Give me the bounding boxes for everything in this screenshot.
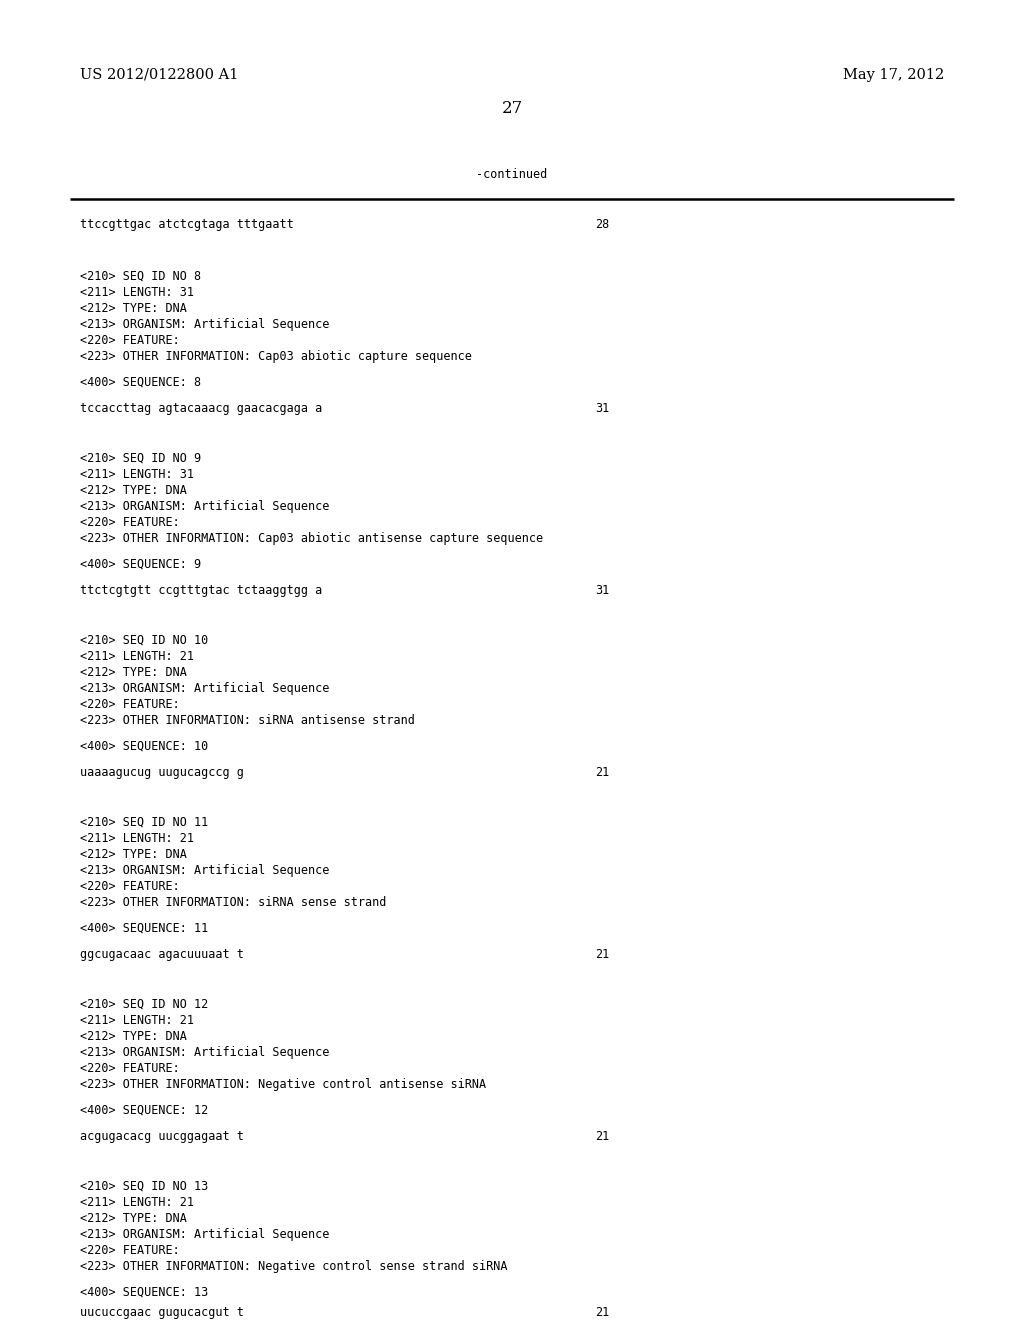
Text: <212> TYPE: DNA: <212> TYPE: DNA (80, 484, 186, 498)
Text: 31: 31 (595, 583, 609, 597)
Text: <220> FEATURE:: <220> FEATURE: (80, 334, 180, 347)
Text: <400> SEQUENCE: 8: <400> SEQUENCE: 8 (80, 376, 201, 389)
Text: uucuccgaac gugucacgut t: uucuccgaac gugucacgut t (80, 1305, 244, 1319)
Text: <210> SEQ ID NO 11: <210> SEQ ID NO 11 (80, 816, 208, 829)
Text: <212> TYPE: DNA: <212> TYPE: DNA (80, 1212, 186, 1225)
Text: <213> ORGANISM: Artificial Sequence: <213> ORGANISM: Artificial Sequence (80, 865, 330, 876)
Text: <210> SEQ ID NO 10: <210> SEQ ID NO 10 (80, 634, 208, 647)
Text: -continued: -continued (476, 168, 548, 181)
Text: <211> LENGTH: 21: <211> LENGTH: 21 (80, 649, 194, 663)
Text: <220> FEATURE:: <220> FEATURE: (80, 698, 180, 711)
Text: 21: 21 (595, 948, 609, 961)
Text: 21: 21 (595, 766, 609, 779)
Text: US 2012/0122800 A1: US 2012/0122800 A1 (80, 69, 239, 82)
Text: <223> OTHER INFORMATION: siRNA sense strand: <223> OTHER INFORMATION: siRNA sense str… (80, 896, 386, 909)
Text: <220> FEATURE:: <220> FEATURE: (80, 1063, 180, 1074)
Text: May 17, 2012: May 17, 2012 (843, 69, 944, 82)
Text: <213> ORGANISM: Artificial Sequence: <213> ORGANISM: Artificial Sequence (80, 1045, 330, 1059)
Text: <220> FEATURE:: <220> FEATURE: (80, 880, 180, 894)
Text: <213> ORGANISM: Artificial Sequence: <213> ORGANISM: Artificial Sequence (80, 500, 330, 513)
Text: <212> TYPE: DNA: <212> TYPE: DNA (80, 847, 186, 861)
Text: uaaaagucug uugucagccg g: uaaaagucug uugucagccg g (80, 766, 244, 779)
Text: <223> OTHER INFORMATION: siRNA antisense strand: <223> OTHER INFORMATION: siRNA antisense… (80, 714, 415, 727)
Text: <400> SEQUENCE: 10: <400> SEQUENCE: 10 (80, 741, 208, 752)
Text: <211> LENGTH: 31: <211> LENGTH: 31 (80, 469, 194, 480)
Text: <223> OTHER INFORMATION: Negative control sense strand siRNA: <223> OTHER INFORMATION: Negative contro… (80, 1261, 508, 1272)
Text: <223> OTHER INFORMATION: Negative control antisense siRNA: <223> OTHER INFORMATION: Negative contro… (80, 1078, 486, 1092)
Text: <211> LENGTH: 21: <211> LENGTH: 21 (80, 1196, 194, 1209)
Text: <211> LENGTH: 21: <211> LENGTH: 21 (80, 1014, 194, 1027)
Text: 27: 27 (502, 100, 522, 117)
Text: <400> SEQUENCE: 13: <400> SEQUENCE: 13 (80, 1286, 208, 1299)
Text: <220> FEATURE:: <220> FEATURE: (80, 516, 180, 529)
Text: <211> LENGTH: 21: <211> LENGTH: 21 (80, 832, 194, 845)
Text: <223> OTHER INFORMATION: Cap03 abiotic antisense capture sequence: <223> OTHER INFORMATION: Cap03 abiotic a… (80, 532, 543, 545)
Text: ttctcgtgtt ccgtttgtac tctaaggtgg a: ttctcgtgtt ccgtttgtac tctaaggtgg a (80, 583, 323, 597)
Text: tccaccttag agtacaaacg gaacacgaga a: tccaccttag agtacaaacg gaacacgaga a (80, 403, 323, 414)
Text: <220> FEATURE:: <220> FEATURE: (80, 1243, 180, 1257)
Text: <213> ORGANISM: Artificial Sequence: <213> ORGANISM: Artificial Sequence (80, 1228, 330, 1241)
Text: 21: 21 (595, 1130, 609, 1143)
Text: <400> SEQUENCE: 12: <400> SEQUENCE: 12 (80, 1104, 208, 1117)
Text: ttccgttgac atctcgtaga tttgaatt: ttccgttgac atctcgtaga tttgaatt (80, 218, 294, 231)
Text: 21: 21 (595, 1305, 609, 1319)
Text: <210> SEQ ID NO 8: <210> SEQ ID NO 8 (80, 271, 201, 282)
Text: <210> SEQ ID NO 9: <210> SEQ ID NO 9 (80, 451, 201, 465)
Text: <212> TYPE: DNA: <212> TYPE: DNA (80, 302, 186, 315)
Text: 28: 28 (595, 218, 609, 231)
Text: <212> TYPE: DNA: <212> TYPE: DNA (80, 667, 186, 678)
Text: <213> ORGANISM: Artificial Sequence: <213> ORGANISM: Artificial Sequence (80, 318, 330, 331)
Text: <400> SEQUENCE: 11: <400> SEQUENCE: 11 (80, 921, 208, 935)
Text: <212> TYPE: DNA: <212> TYPE: DNA (80, 1030, 186, 1043)
Text: <210> SEQ ID NO 13: <210> SEQ ID NO 13 (80, 1180, 208, 1193)
Text: 31: 31 (595, 403, 609, 414)
Text: acgugacacg uucggagaat t: acgugacacg uucggagaat t (80, 1130, 244, 1143)
Text: <210> SEQ ID NO 12: <210> SEQ ID NO 12 (80, 998, 208, 1011)
Text: <223> OTHER INFORMATION: Cap03 abiotic capture sequence: <223> OTHER INFORMATION: Cap03 abiotic c… (80, 350, 472, 363)
Text: <213> ORGANISM: Artificial Sequence: <213> ORGANISM: Artificial Sequence (80, 682, 330, 696)
Text: <400> SEQUENCE: 9: <400> SEQUENCE: 9 (80, 558, 201, 572)
Text: ggcugacaac agacuuuaat t: ggcugacaac agacuuuaat t (80, 948, 244, 961)
Text: <211> LENGTH: 31: <211> LENGTH: 31 (80, 286, 194, 300)
